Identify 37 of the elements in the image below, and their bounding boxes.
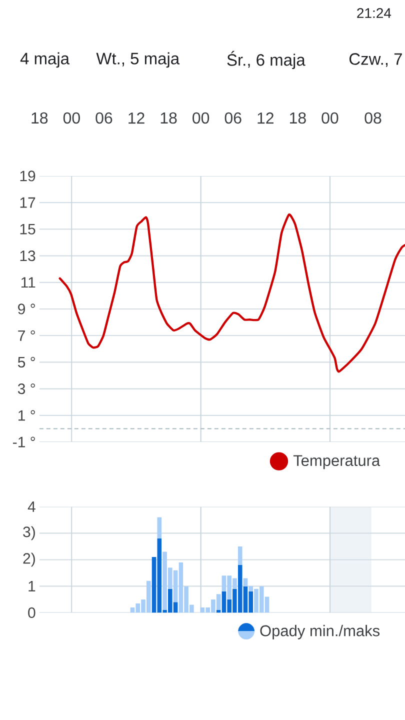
x2-tick-label: Śr., 6 maja xyxy=(227,50,306,70)
y-tick-label: 11 xyxy=(21,277,36,288)
bar xyxy=(238,546,242,565)
x-tick-label: 18 xyxy=(32,112,48,124)
y-tick-label: 1 ° xyxy=(18,410,35,421)
x2-tick-label: Czw., 7 xyxy=(349,53,402,67)
y-tick-label: 1 xyxy=(28,581,36,592)
x-tick-label: 18 xyxy=(160,112,177,124)
y-tick-label: 19 xyxy=(20,170,36,182)
y-tick-label: 3 ° xyxy=(18,383,35,394)
y-tick-label: 0 xyxy=(28,607,36,618)
x-tick-label: 00 xyxy=(192,112,210,124)
x-tick-label: 08 xyxy=(364,112,382,124)
legend-label: Temperatura xyxy=(293,455,380,470)
x-tick-label: 06 xyxy=(96,112,112,124)
y-tick-label: 13 xyxy=(20,250,36,262)
y-tick-label: -1 ° xyxy=(13,436,35,448)
y-tick-label: 3) xyxy=(23,526,35,540)
x-tick-label: 00 xyxy=(63,112,80,124)
legend-label: Opady min./maks xyxy=(260,624,380,640)
x-tick-label: 12 xyxy=(258,112,274,124)
x-tick-label: 00 xyxy=(322,112,338,124)
x2-tick-label: 4 maja xyxy=(20,52,70,68)
x-tick-label: 06 xyxy=(224,112,242,124)
y-tick-label: 2) xyxy=(23,552,35,567)
x2-tick-label: Wt., 5 maja xyxy=(96,52,180,68)
y-tick-label: 7 ° xyxy=(18,330,35,341)
y-tick-label: 4 xyxy=(28,502,36,512)
x-tick-label: 18 xyxy=(290,112,306,124)
x-tick-label: 12 xyxy=(128,112,144,124)
y-tick-label: 15 xyxy=(20,224,36,234)
y-tick-label: 5 ° xyxy=(18,356,35,368)
y-tick-label: 17 xyxy=(20,197,36,208)
text: 21:24 xyxy=(357,8,392,18)
bar xyxy=(157,517,162,538)
y-tick-label: 9 ° xyxy=(18,304,35,314)
bar xyxy=(243,578,248,586)
